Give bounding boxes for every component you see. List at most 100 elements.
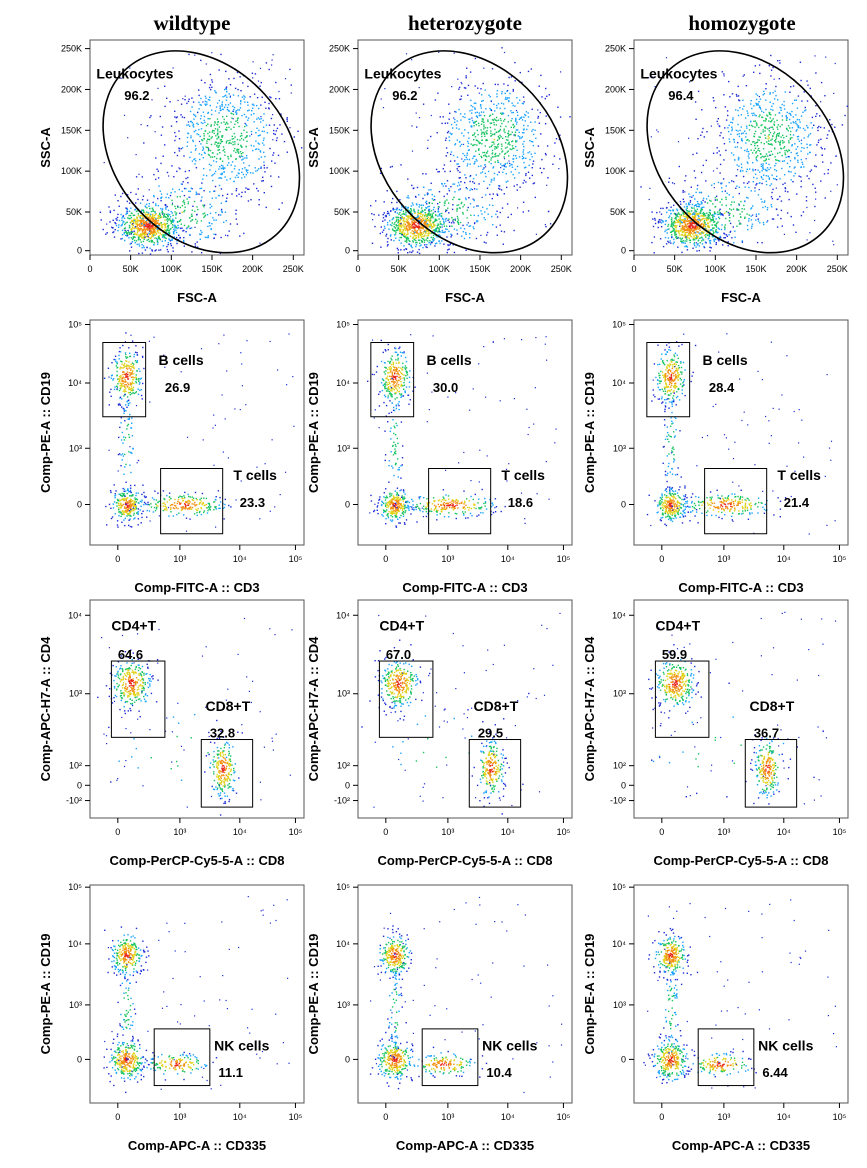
event-point (400, 219, 402, 221)
event-point (200, 229, 202, 232)
event-point (488, 184, 491, 186)
event-point (166, 193, 169, 195)
event-point (711, 184, 713, 186)
event-point (154, 210, 156, 213)
event-point (492, 204, 494, 207)
event-point (511, 131, 513, 133)
event-point (218, 142, 220, 144)
event-point (684, 218, 686, 220)
event-point (441, 229, 443, 232)
event-point (714, 231, 717, 233)
event-point (474, 222, 476, 224)
event-point (775, 179, 778, 181)
event-point (156, 217, 159, 220)
event-point (147, 213, 150, 215)
event-point (201, 139, 204, 142)
event-point (716, 120, 718, 123)
event-point (723, 233, 726, 235)
event-point (826, 134, 829, 136)
event-point (795, 130, 797, 132)
event-point (203, 135, 205, 137)
event-point (147, 212, 150, 214)
y-tick-label: 200K (329, 84, 350, 94)
event-point (712, 235, 714, 237)
event-point (505, 166, 507, 168)
event-point (770, 204, 772, 206)
event-point (485, 155, 487, 157)
event-point (160, 162, 162, 165)
event-point (748, 218, 750, 220)
event-point (412, 236, 415, 238)
event-point (415, 224, 417, 227)
event-point (400, 209, 402, 212)
event-point (219, 109, 221, 112)
event-point (495, 226, 498, 228)
event-point (175, 214, 177, 216)
event-point (768, 140, 770, 142)
event-point (395, 209, 398, 211)
event-point (434, 199, 436, 201)
event-point (772, 118, 774, 120)
event-point (786, 162, 789, 165)
event-point (758, 136, 760, 138)
event-point (450, 151, 453, 153)
event-point (734, 236, 736, 238)
event-point (527, 112, 529, 114)
event-point (226, 126, 228, 129)
event-point (736, 209, 738, 211)
event-point (144, 217, 147, 220)
event-point (789, 113, 792, 115)
event-point (157, 232, 160, 234)
event-point (131, 230, 133, 232)
event-point (210, 137, 212, 139)
event-point (735, 93, 738, 96)
event-point (272, 114, 274, 116)
event-point (507, 132, 509, 134)
event-point (753, 149, 755, 152)
event-point (486, 208, 488, 210)
event-point (505, 125, 507, 128)
event-point (390, 239, 392, 241)
event-point (700, 191, 702, 194)
event-point (772, 188, 774, 191)
event-point (758, 126, 760, 129)
event-point (234, 111, 237, 113)
event-point (507, 216, 509, 218)
event-point (743, 204, 745, 207)
event-point (278, 90, 280, 93)
event-point (724, 106, 726, 108)
event-point (451, 208, 454, 211)
event-point (544, 123, 547, 125)
event-point (715, 226, 718, 228)
event-point (688, 237, 690, 239)
event-point (452, 218, 454, 221)
event-point (695, 210, 697, 212)
event-point (147, 224, 149, 226)
event-point (198, 94, 200, 97)
event-point (490, 109, 492, 111)
event-point (756, 160, 758, 162)
event-point (468, 137, 470, 139)
event-point (759, 114, 761, 116)
event-point (682, 213, 684, 215)
event-point (768, 113, 771, 115)
event-point (762, 168, 764, 170)
event-point (517, 102, 519, 104)
event-point (173, 236, 175, 238)
event-point (221, 140, 224, 143)
event-point (147, 226, 149, 229)
event-point (419, 233, 421, 235)
event-point (246, 124, 248, 127)
event-point (716, 222, 718, 224)
event-point (686, 212, 688, 214)
event-point (152, 219, 154, 221)
event-point (537, 115, 540, 118)
event-point (482, 99, 484, 102)
event-point (719, 235, 721, 238)
event-point (683, 221, 685, 224)
event-point (263, 113, 265, 115)
event-point (785, 127, 788, 130)
event-point (153, 217, 155, 219)
event-point (464, 129, 466, 131)
event-point (757, 169, 759, 171)
